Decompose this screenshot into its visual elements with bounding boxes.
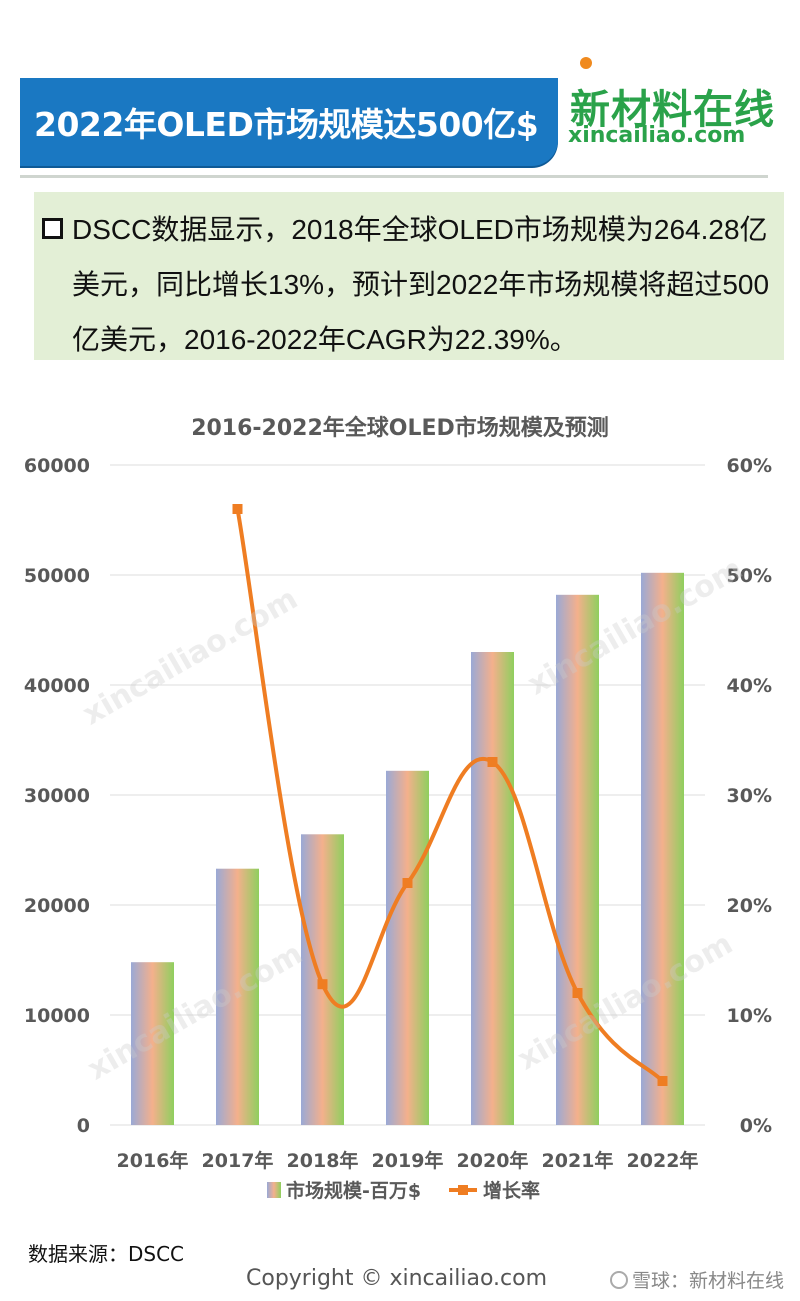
logo-chinese: 新材料在线: [570, 87, 775, 133]
oled-market-chart: 2016-2022年全球OLED市场规模及预测 0 0% 10000 10% 20000 2…: [24, 415, 772, 1202]
page-title: 2022年OLED市场规模达500亿$: [34, 105, 539, 144]
summary-box: [34, 192, 784, 360]
copyright: Copyright © xincailiao.com: [246, 1266, 548, 1291]
x-tick-label: 2020年: [457, 1149, 529, 1172]
y-right-tick-label: 10%: [727, 1005, 772, 1027]
growth-rate-line: [235, 508, 664, 1083]
growth-rate-point: [657, 1076, 668, 1086]
watermark-text: xincailiao.com: [522, 551, 749, 702]
logo-dot-icon: [580, 57, 592, 69]
legend-line-marker: [458, 1185, 468, 1195]
x-tick-label: 2017年: [202, 1149, 274, 1172]
x-tick-label: 2019年: [372, 1149, 444, 1172]
x-tick-label: 2021年: [542, 1149, 614, 1172]
data-source: 数据来源：DSCC: [28, 1242, 185, 1266]
y-right-tick-label: 30%: [727, 785, 772, 807]
header-divider: [20, 175, 768, 178]
watermark-text: xincailiao.com: [77, 581, 304, 732]
platform-brand: 雪球：新材料在线: [610, 1266, 784, 1293]
y-left-tick-label: 0: [77, 1115, 90, 1137]
x-tick-label: 2016年: [117, 1149, 189, 1172]
bullet-square-icon: [42, 218, 63, 239]
legend-line-label: 增长率: [483, 1179, 540, 1202]
y-right-tick-label: 40%: [727, 675, 772, 697]
bar: [556, 594, 599, 1125]
y-left-tick-label: 10000: [24, 1005, 90, 1027]
brand-logo: 新材料在线 xincailiao.com: [566, 55, 780, 155]
summary-text: DSCC数据显示，2018年全球OLED市场规模为264.28亿美元，同比增长1…: [72, 214, 770, 355]
growth-rate-point: [232, 504, 243, 514]
chart-title: 2016-2022年全球OLED市场规模及预测: [191, 415, 609, 441]
y-left-tick-label: 50000: [24, 565, 90, 587]
bar: [471, 652, 514, 1125]
growth-rate-point: [317, 979, 328, 990]
bar: [641, 572, 684, 1125]
watermark-text: xincailiao.com: [82, 936, 309, 1087]
bar: [216, 868, 259, 1125]
platform-brand-label: 雪球：新材料在线: [632, 1270, 785, 1292]
title-banner: [20, 78, 558, 166]
y-left-tick-label: 20000: [24, 895, 90, 917]
bar: [386, 770, 429, 1125]
y-left-tick-label: 60000: [24, 455, 90, 477]
legend-bar-swatch: [267, 1182, 281, 1198]
growth-rate-point: [402, 878, 413, 888]
growth-rate-point: [487, 757, 498, 767]
x-tick-label: 2022年: [627, 1149, 699, 1172]
snowball-icon: [610, 1271, 628, 1289]
legend-bar-label: 市场规模-百万$: [286, 1179, 421, 1202]
y-right-tick-label: 20%: [727, 895, 772, 917]
y-left-tick-label: 30000: [24, 785, 90, 807]
y-right-tick-label: 50%: [727, 565, 772, 587]
y-right-tick-label: 0%: [740, 1115, 772, 1137]
growth-rate-point: [572, 988, 583, 998]
logo-domain: xincailiao.com: [568, 123, 746, 148]
y-left-tick-label: 40000: [24, 675, 90, 697]
bar: [131, 962, 174, 1125]
x-tick-label: 2018年: [287, 1149, 359, 1172]
y-right-tick-label: 60%: [727, 455, 772, 477]
